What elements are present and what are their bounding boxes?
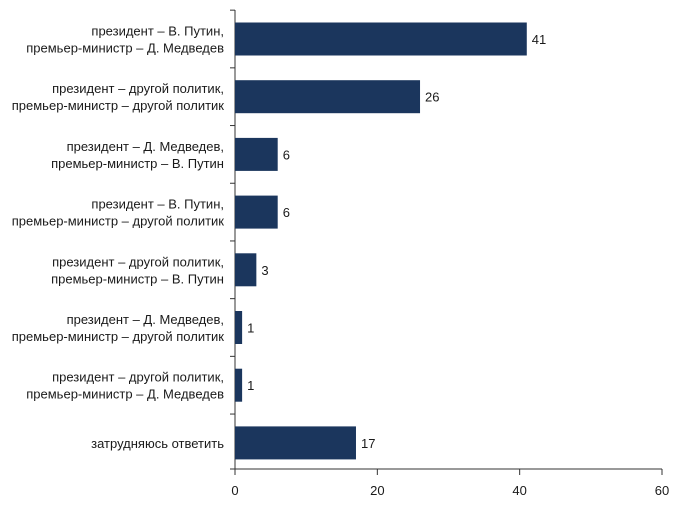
bar-value-label: 41: [532, 32, 546, 47]
bar-value-label: 17: [361, 436, 375, 451]
category-label-line: премьер-министр – В. Путин: [51, 156, 224, 171]
category-label-line: президент – Д. Медведев,: [67, 312, 224, 327]
category-label-line: президент – Д. Медведев,: [67, 139, 224, 154]
category-label-line: премьер-министр – Д. Медведев: [26, 387, 224, 402]
category-label: президент – другой политик, премьер-минис…: [12, 81, 225, 113]
category-label-line: президент – другой политик,: [52, 370, 224, 385]
bar: [235, 137, 278, 171]
category-label: президент – Д. Медведев, премьер-министр …: [12, 312, 225, 344]
category-label-line: премьер-министр – Д. Медведев: [26, 41, 224, 56]
bar-value-label: 1: [247, 321, 254, 336]
bar: [235, 311, 243, 344]
bar-value-label: 6: [283, 205, 290, 220]
bar-value-label: 3: [261, 263, 268, 278]
category-label: президент – другой политик, премьер-минис…: [51, 254, 224, 286]
category-label-line: президент – другой политик,: [52, 254, 224, 269]
category-label-line: затрудняюсь ответить: [91, 436, 224, 451]
category-label-line: премьер-министр – другой политик: [12, 329, 225, 344]
category-label-line: президент – В. Путин,: [91, 197, 224, 212]
plot-area: 0 20 40 60 41 президент – В. Путин, премьер-ми…: [12, 9, 669, 498]
category-label-line: премьер-министр – В. Путин: [51, 271, 224, 286]
bar: [235, 80, 421, 114]
x-tick-label: 60: [655, 483, 669, 498]
category-label: затрудняюсь ответить: [91, 436, 224, 451]
bar: [235, 253, 257, 287]
category-label-line: премьер-министр – другой политик: [12, 98, 225, 113]
bar: [235, 22, 527, 56]
category-label-line: президент – другой политик,: [52, 81, 224, 96]
bar: [235, 195, 278, 229]
category-label: президент – В. Путин, премьер-министр – д…: [12, 197, 225, 229]
bar: [235, 368, 243, 402]
bar: [235, 426, 356, 460]
bar-value-label: 26: [425, 90, 439, 105]
category-label: президент – Д. Медведев, премьер-министр …: [51, 139, 224, 171]
category-label: президент – другой политик, премьер-минис…: [26, 370, 224, 402]
category-label-line: премьер-министр – другой политик: [12, 214, 225, 229]
category-label-line: президент – В. Путин,: [91, 24, 224, 39]
x-tick-label: 0: [231, 483, 238, 498]
bar-value-label: 6: [283, 147, 290, 162]
bar-value-label: 1: [247, 378, 254, 393]
x-tick-label: 20: [370, 483, 384, 498]
x-tick-label: 40: [512, 483, 526, 498]
category-label: президент – В. Путин, премьер-министр – Д…: [26, 24, 224, 56]
